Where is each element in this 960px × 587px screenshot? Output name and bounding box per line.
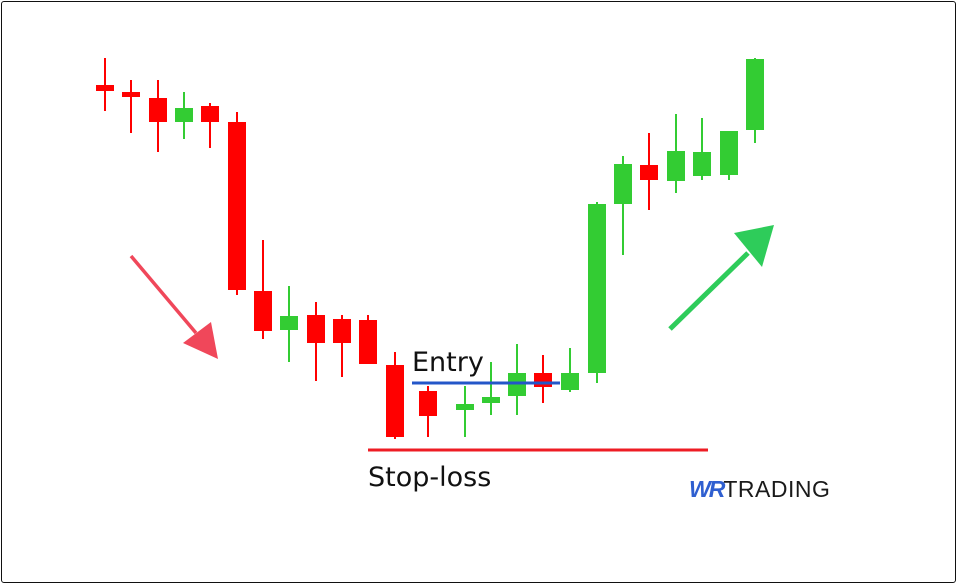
bearish-candle	[419, 391, 437, 416]
wr-trading-logo: WRTRADING	[689, 476, 830, 503]
bearish-candle	[96, 85, 114, 91]
up-arrow-shaft	[668, 251, 750, 331]
bearish-candle	[307, 315, 325, 343]
bullish-candle	[561, 373, 579, 390]
bearish-candle	[534, 373, 552, 387]
bearish-candle	[333, 319, 351, 343]
bullish-candle	[693, 152, 711, 176]
logo-trading: TRADING	[723, 476, 831, 502]
bullish-candle	[746, 59, 764, 130]
bullish-candle	[588, 204, 606, 373]
stop-loss-label: Stop-loss	[368, 462, 492, 493]
down-arrow-head	[183, 322, 218, 359]
bearish-candle	[640, 165, 658, 180]
bullish-candle	[456, 404, 474, 410]
bearish-candle	[254, 291, 272, 331]
bullish-candle	[720, 131, 738, 175]
bullish-candle	[175, 108, 193, 122]
bullish-candle	[482, 397, 500, 403]
bearish-candle	[201, 106, 219, 122]
bearish-candle	[149, 98, 167, 122]
bullish-candle	[280, 316, 298, 330]
bullish-candle	[667, 151, 685, 181]
bearish-candle	[386, 365, 404, 437]
logo-wr: WR	[689, 476, 725, 502]
bullish-candle	[614, 164, 632, 204]
bearish-candle	[122, 92, 140, 97]
entry-label: Entry	[412, 347, 484, 378]
down-arrow-shaft	[129, 254, 198, 335]
bearish-candle	[228, 122, 246, 290]
up-arrow-head	[734, 225, 774, 267]
bearish-candle	[359, 320, 377, 364]
